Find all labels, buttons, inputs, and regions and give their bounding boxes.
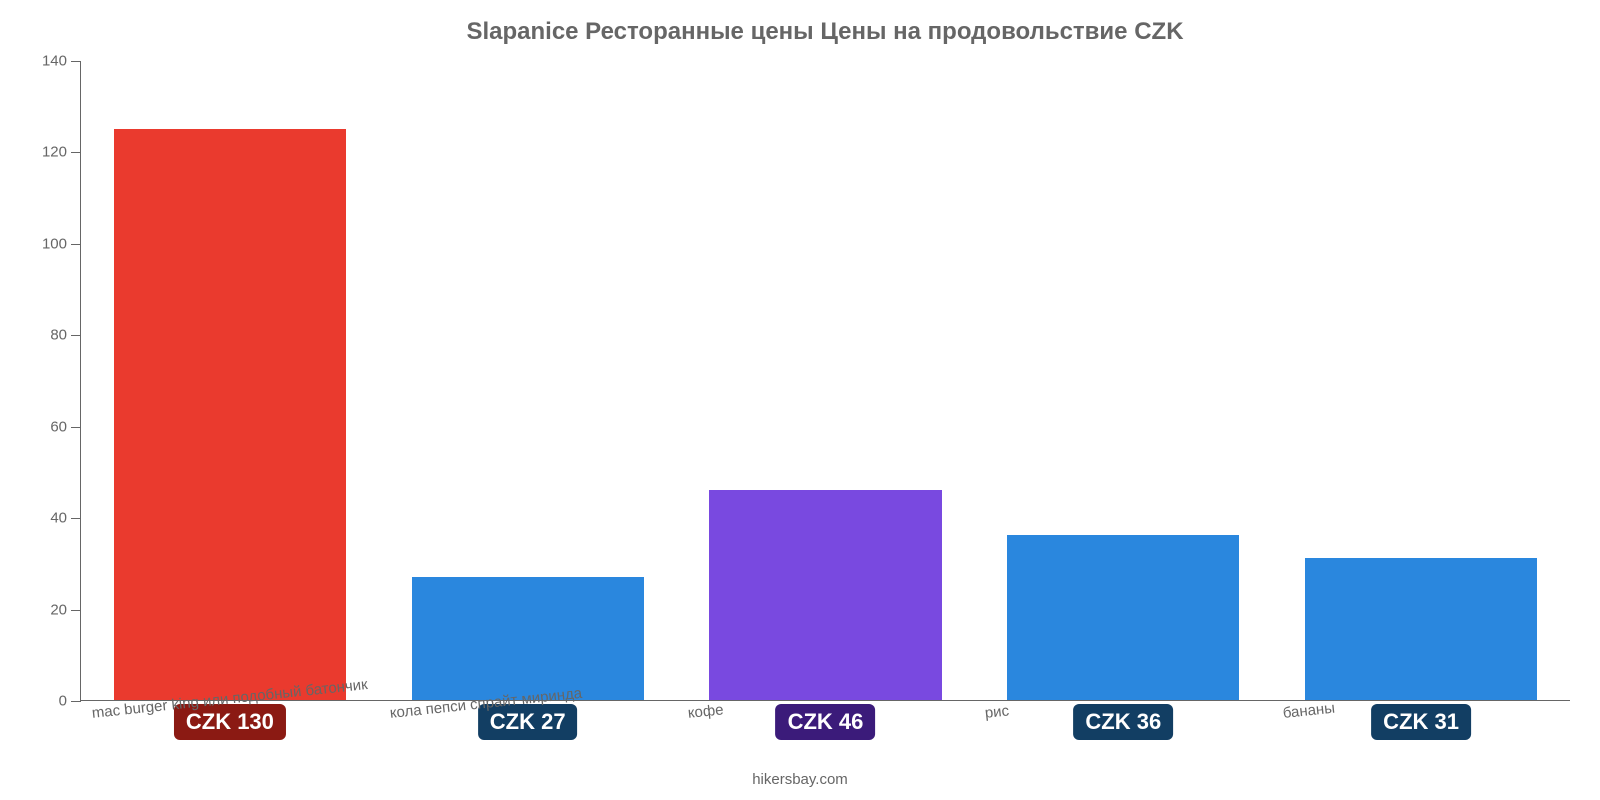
bar-slot: CZK 36 (974, 61, 1272, 700)
y-tick-label: 120 (42, 144, 81, 161)
bar: CZK 27 (412, 577, 644, 700)
y-tick-label: 80 (50, 327, 81, 344)
bar-value-label: CZK 31 (1371, 704, 1471, 740)
bar: CZK 46 (709, 490, 941, 700)
bar-value-label: CZK 36 (1073, 704, 1173, 740)
bar-slot: CZK 27 (379, 61, 677, 700)
bar: CZK 130 (114, 129, 346, 700)
y-tick-label: 100 (42, 235, 81, 252)
bar-slot: CZK 46 (677, 61, 975, 700)
chart-title: Slapanice Ресторанные цены Цены на продо… (80, 18, 1570, 46)
y-tick-label: 60 (50, 418, 81, 435)
y-tick-label: 140 (42, 53, 81, 70)
plot-area: CZK 130CZK 27CZK 46CZK 36CZK 31 mac burg… (80, 61, 1570, 701)
y-tick-label: 0 (59, 693, 81, 710)
bars-row: CZK 130 CZK 27 CZK 46 CZK 36 CZK 31 (81, 61, 1570, 700)
bar-slot: CZK 130 (81, 61, 379, 700)
x-axis-label: рис (984, 702, 1010, 721)
x-axis-label: бананы (1282, 700, 1336, 722)
bar: CZK 36 (1007, 535, 1239, 700)
bar-chart: Slapanice Ресторанные цены Цены на продо… (0, 0, 1600, 800)
y-tick-label: 40 (50, 510, 81, 527)
y-tick-label: 20 (50, 601, 81, 618)
bar: CZK 31 (1305, 558, 1537, 700)
x-axis-label: кофе (687, 701, 724, 722)
bar-value-label: CZK 46 (776, 704, 876, 740)
bar-slot: CZK 31 (1272, 61, 1570, 700)
attribution-text: hikersbay.com (752, 771, 848, 788)
